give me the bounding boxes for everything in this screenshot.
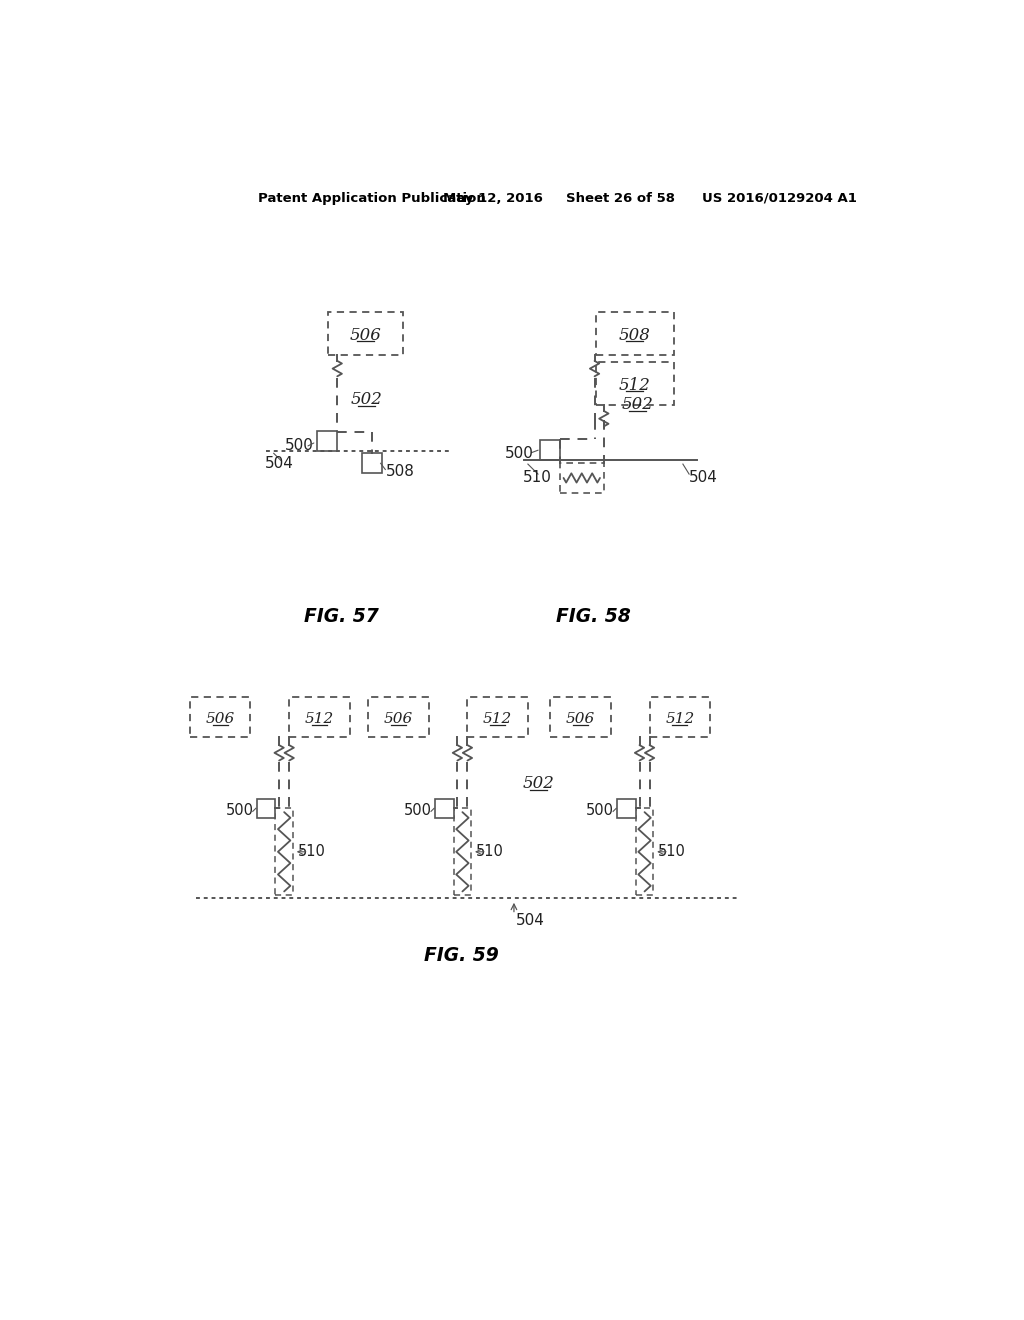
Bar	[328, 313, 403, 355]
Text: 502: 502	[622, 396, 653, 413]
Text: 508: 508	[618, 326, 651, 343]
Bar	[596, 313, 674, 355]
Bar	[257, 799, 275, 817]
Text: 500: 500	[225, 803, 254, 818]
Bar	[596, 363, 674, 405]
Text: 506: 506	[384, 711, 413, 726]
Text: 512: 512	[666, 711, 694, 726]
Bar	[560, 462, 604, 494]
Text: 512: 512	[483, 711, 512, 726]
Bar	[636, 808, 653, 895]
Text: 504: 504	[689, 470, 718, 484]
Bar	[467, 697, 528, 738]
Text: FIG. 57: FIG. 57	[304, 607, 379, 626]
Text: 512: 512	[305, 711, 334, 726]
Bar	[454, 808, 471, 895]
Text: Sheet 26 of 58: Sheet 26 of 58	[566, 191, 675, 205]
Text: FIG. 59: FIG. 59	[424, 946, 499, 965]
Text: 510: 510	[522, 470, 551, 484]
Text: 500: 500	[586, 803, 614, 818]
Text: FIG. 58: FIG. 58	[556, 607, 631, 626]
Text: 506: 506	[349, 326, 382, 343]
Bar	[369, 697, 429, 738]
Text: 502: 502	[351, 391, 383, 408]
Text: 500: 500	[285, 438, 313, 453]
Text: US 2016/0129204 A1: US 2016/0129204 A1	[701, 191, 856, 205]
Bar	[550, 697, 611, 738]
Text: 500: 500	[505, 446, 534, 461]
Text: 506: 506	[566, 711, 595, 726]
Bar	[362, 453, 382, 474]
Text: 500: 500	[403, 803, 432, 818]
Text: 502: 502	[523, 775, 555, 792]
Text: 504: 504	[264, 455, 293, 471]
Text: May 12, 2016: May 12, 2016	[442, 191, 543, 205]
Text: Patent Application Publication: Patent Application Publication	[258, 191, 486, 205]
Text: 510: 510	[658, 845, 686, 859]
Text: 504: 504	[515, 913, 545, 928]
Bar	[190, 697, 251, 738]
Text: 508: 508	[386, 463, 415, 479]
Bar	[289, 697, 349, 738]
Text: 512: 512	[618, 376, 651, 393]
Bar	[317, 430, 337, 451]
Text: 510: 510	[298, 845, 326, 859]
Bar	[540, 441, 560, 461]
Bar	[435, 799, 454, 817]
Text: 506: 506	[206, 711, 234, 726]
Bar	[617, 799, 636, 817]
Text: 510: 510	[476, 845, 504, 859]
Bar	[275, 808, 293, 895]
Bar	[649, 697, 710, 738]
